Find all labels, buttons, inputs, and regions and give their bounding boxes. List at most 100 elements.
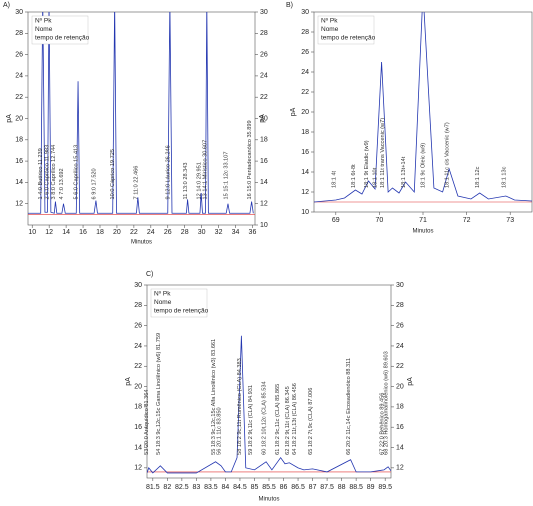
y2-tick-label: 16 bbox=[396, 424, 404, 431]
x-tick-label: 10 bbox=[28, 229, 36, 236]
peak-label: 18:1 6t-8t bbox=[351, 164, 357, 188]
y-tick-label: 22 bbox=[301, 89, 309, 96]
x-tick-label: 85 bbox=[251, 484, 259, 491]
x-tick-label: 16 bbox=[79, 229, 87, 236]
x-tick-label: 88 bbox=[338, 484, 346, 491]
peak-label: 62 18:2 9t,11t (CLA) 86.345 bbox=[285, 386, 291, 455]
y-tick-label: 10 bbox=[301, 209, 309, 216]
peak-label: 12 14:0 29.951 bbox=[197, 162, 203, 199]
legend-line: tempo de retenção bbox=[154, 308, 209, 315]
y2-tick-label: 18 bbox=[260, 137, 268, 144]
trace bbox=[147, 335, 391, 474]
peak-label: 53 20:0 Araquídico 81.364 bbox=[144, 390, 150, 455]
peak-label: 18:1 13t+14t bbox=[401, 156, 407, 188]
legend-box bbox=[150, 288, 208, 318]
legend-line: Nome bbox=[35, 26, 53, 33]
peak-label: 11 13:0 28.343 bbox=[183, 163, 189, 200]
peak-label: 13 14:1 Mirístico 30.607 bbox=[202, 140, 208, 200]
peak-label: 18:1 11c cis Vaccenic (w7) bbox=[445, 122, 451, 188]
legend-line: Nome bbox=[321, 26, 339, 33]
y-axis-label: pA bbox=[6, 114, 13, 123]
peak-label: 7 11:0 22.466 bbox=[133, 166, 139, 200]
y-tick-label: 24 bbox=[134, 343, 142, 350]
legend-box bbox=[31, 15, 89, 45]
y-tick-label: 26 bbox=[134, 322, 142, 329]
y-tick-label: 16 bbox=[301, 149, 309, 156]
y-tick-label: 30 bbox=[301, 9, 309, 16]
legend-line: tempo de retenção bbox=[35, 35, 90, 42]
x-tick-label: 12 bbox=[45, 229, 53, 236]
peak-label: 67 22:0 Behênico 89.456 bbox=[380, 393, 386, 455]
legend-box bbox=[317, 15, 375, 45]
y2-tick-label: 10 bbox=[260, 222, 268, 229]
x-tick-label: 70 bbox=[376, 217, 384, 224]
x-tick-label: 20 bbox=[113, 229, 121, 236]
peak-label: 9 12:0 Láurico 26.246 bbox=[165, 145, 171, 199]
peak-label: 6 9:0 17.520 bbox=[91, 168, 97, 199]
legend-line: Nº Pk bbox=[154, 291, 171, 298]
x-tick-label: 30 bbox=[198, 229, 206, 236]
peak-label: 18:1 11t trans Vaccenic (w7) bbox=[380, 118, 386, 188]
y2-tick-label: 20 bbox=[260, 115, 268, 122]
legend-line: Nº Pk bbox=[35, 18, 52, 25]
x-tick-label: 36 bbox=[249, 229, 257, 236]
peak-label: 18:1 10t bbox=[373, 167, 379, 188]
x-tick-label: 18 bbox=[96, 229, 104, 236]
y2-tick-label: 28 bbox=[396, 302, 404, 309]
y2-tick-label: 22 bbox=[260, 94, 268, 101]
y2-tick-label: 30 bbox=[396, 282, 404, 289]
panel-letter: A) bbox=[3, 2, 10, 9]
trace bbox=[28, 12, 254, 214]
y2-tick-label: 24 bbox=[396, 343, 404, 350]
y-tick-label: 28 bbox=[301, 29, 309, 36]
x-tick-label: 26 bbox=[164, 229, 172, 236]
y2-axis-label: pA bbox=[407, 377, 414, 386]
panel: A) 12 14 16 18 20 22 24 26 28 30 10 12 14 16 18 20 22 24 26… bbox=[3, 2, 268, 246]
x-tick-label: 89.5 bbox=[378, 484, 392, 491]
y2-tick-label: 12 bbox=[396, 465, 404, 472]
peak-label: 10:0 Cáprico 19.725 bbox=[110, 149, 116, 199]
peak-label: 18:1 13c bbox=[501, 166, 507, 188]
y-tick-label: 14 bbox=[15, 179, 23, 186]
peak-label: 4 7:0 13.692 bbox=[59, 168, 65, 199]
x-tick-label: 34 bbox=[232, 229, 240, 236]
x-tick-label: 82.5 bbox=[175, 484, 189, 491]
y2-tick-label: 24 bbox=[260, 73, 268, 80]
peak-label: 18:1 12c bbox=[475, 166, 481, 188]
y-tick-label: 26 bbox=[301, 49, 309, 56]
y-tick-label: 20 bbox=[134, 383, 142, 390]
legend-line: Nº Pk bbox=[321, 18, 338, 25]
y-tick-label: 14 bbox=[301, 169, 309, 176]
peak-label: 2 6:0 Capróico 11.983 bbox=[44, 145, 50, 200]
peak-label: 56 20:1 11c 83.850 bbox=[217, 407, 223, 454]
y-tick-label: 24 bbox=[15, 73, 23, 80]
x-tick-label: 84.5 bbox=[233, 484, 247, 491]
legend-line: Nome bbox=[154, 299, 172, 306]
peak-label: 65 18:2 7t,9c (CLA) 87.006 bbox=[308, 388, 314, 455]
legend-line: tempo de retenção bbox=[321, 35, 376, 42]
panel: C) 12 14 16 18 20 22 24 26 28 30 12 14 16 18 20 22 24 26 28… bbox=[125, 271, 414, 503]
y2-tick-label: 26 bbox=[260, 51, 268, 58]
y2-axis-label: pA bbox=[259, 114, 266, 123]
x-tick-label: 81.5 bbox=[146, 484, 160, 491]
x-tick-label: 83.5 bbox=[204, 484, 218, 491]
y2-tick-label: 28 bbox=[260, 30, 268, 37]
trace bbox=[314, 12, 532, 203]
peak-label: 1 4:0 Butírico 11.239 bbox=[38, 148, 44, 199]
y2-tick-label: 14 bbox=[396, 444, 404, 451]
x-tick-label: 86 bbox=[280, 484, 288, 491]
x-tick-label: 72 bbox=[463, 217, 471, 224]
y2-tick-label: 26 bbox=[396, 322, 404, 329]
x-tick-label: 88.5 bbox=[349, 484, 363, 491]
x-axis-label: Minutos bbox=[131, 240, 152, 246]
x-tick-label: 87 bbox=[309, 484, 317, 491]
y-axis-label: pA bbox=[290, 107, 297, 116]
y-tick-label: 12 bbox=[15, 201, 23, 208]
peak-label: 61 18:2 9c,11c (CLA) 85.865 bbox=[275, 384, 281, 455]
peak-label: 5 6:0 Caprílico 15.413 bbox=[74, 145, 80, 200]
y2-tick-label: 22 bbox=[396, 363, 404, 370]
y-tick-label: 28 bbox=[134, 302, 142, 309]
peak-label: 59 18:2 9t,11c (CLA) 84.931 bbox=[248, 385, 254, 455]
